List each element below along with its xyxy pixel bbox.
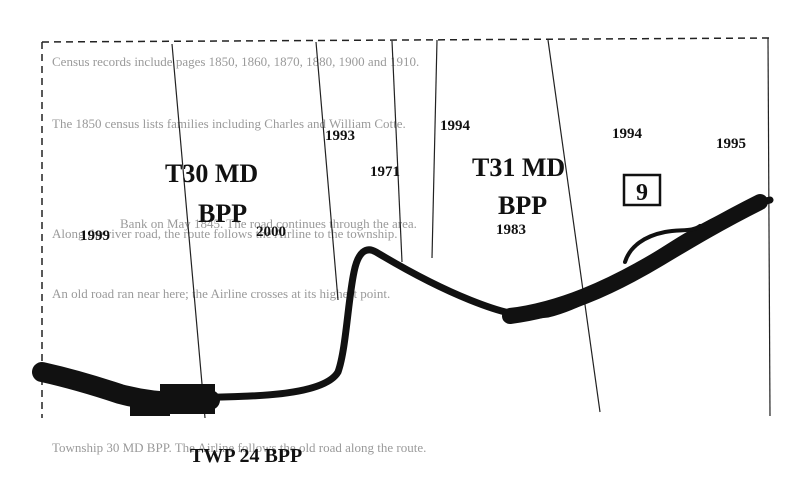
map-border xyxy=(41,37,771,418)
bleed-text-line: Bank on May 1845. The road continues thr… xyxy=(120,216,417,231)
township-bottom-name: TWP 24 BPP xyxy=(190,445,302,467)
section-lines xyxy=(171,37,771,419)
year-label: 1999 xyxy=(80,228,110,244)
township-left-code: BPP xyxy=(198,199,247,228)
year-label: 2000 xyxy=(256,224,286,240)
route-marker-number: 9 xyxy=(636,180,648,206)
bleed-text-line: Census records include pages 1850, 1860,… xyxy=(52,54,419,69)
bleed-through-text: Census records include pages 1850, 1860,… xyxy=(52,54,426,455)
year-label: 1994 xyxy=(612,126,643,142)
bleed-text-line: Along the river road, the route follows … xyxy=(52,226,398,241)
township-right-code: BPP xyxy=(498,191,547,220)
bleed-text-line: An old road ran near here; the Airline c… xyxy=(52,286,390,301)
township-right-name: T31 MD xyxy=(472,153,565,182)
year-label: 1995 xyxy=(716,136,746,152)
route-line xyxy=(32,194,774,416)
year-label: 1971 xyxy=(370,164,400,180)
year-label: 1994 xyxy=(440,118,471,134)
bleed-text-line: Township 30 MD BPP. The Airline follows … xyxy=(52,440,426,455)
township-left-name: T30 MD xyxy=(165,159,258,188)
year-label: 1983 xyxy=(496,222,526,238)
route-marker-shield: 9 xyxy=(622,173,662,207)
bleed-text-line: The 1850 census lists families including… xyxy=(52,116,406,131)
year-label: 1993 xyxy=(325,128,355,144)
